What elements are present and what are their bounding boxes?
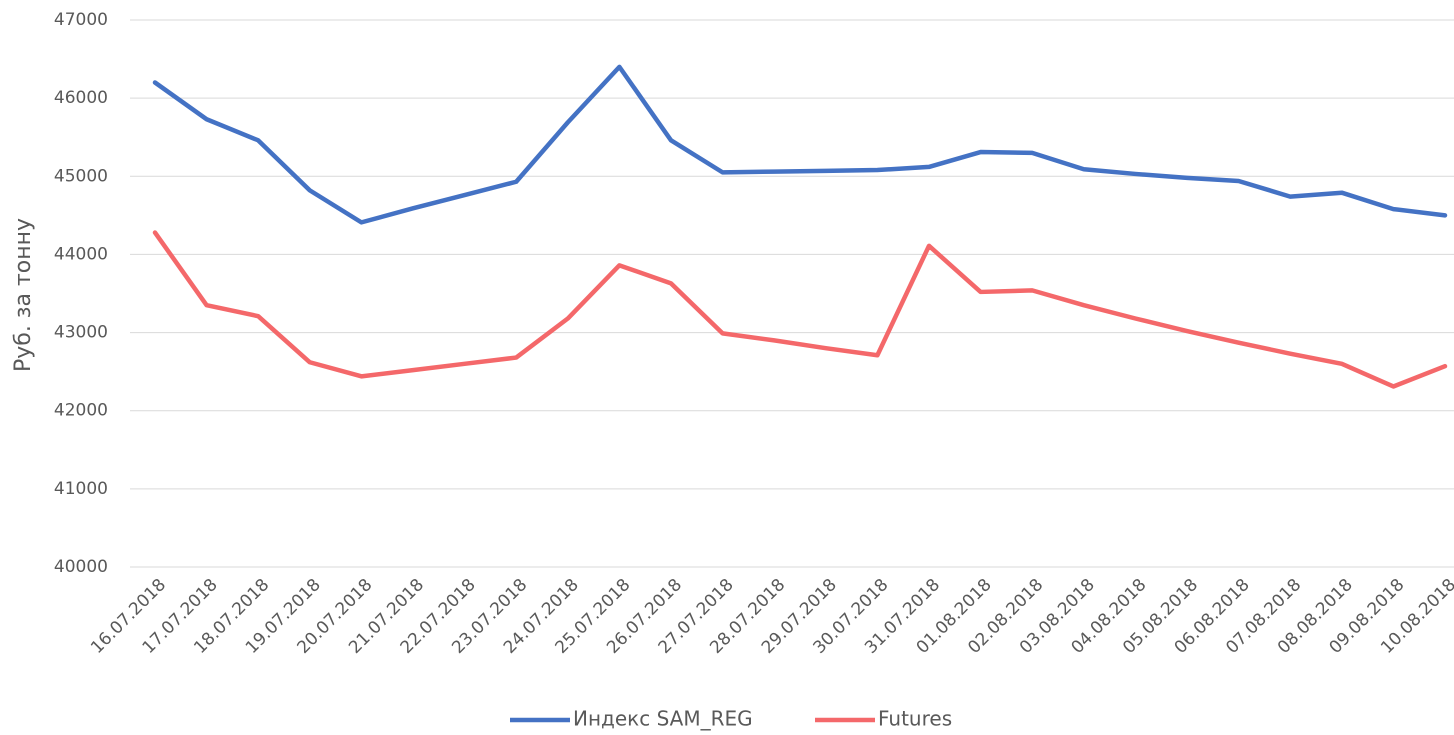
y-tick-label: 46000: [54, 88, 108, 108]
y-axis-title: Руб. за тонну: [11, 218, 36, 372]
y-tick-label: 45000: [54, 166, 108, 186]
y-tick-label: 40000: [54, 557, 108, 577]
legend-label: Индекс SAM_REG: [573, 707, 753, 731]
y-tick-label: 44000: [54, 244, 108, 264]
y-tick-label: 42000: [54, 401, 108, 421]
legend-label: Futures: [878, 707, 952, 731]
line-series: [152, 64, 1448, 225]
y-tick-label: 47000: [54, 10, 108, 30]
line-series: [152, 230, 1448, 389]
y-tick-label: 41000: [54, 479, 108, 499]
y-tick-label: 43000: [54, 323, 108, 343]
